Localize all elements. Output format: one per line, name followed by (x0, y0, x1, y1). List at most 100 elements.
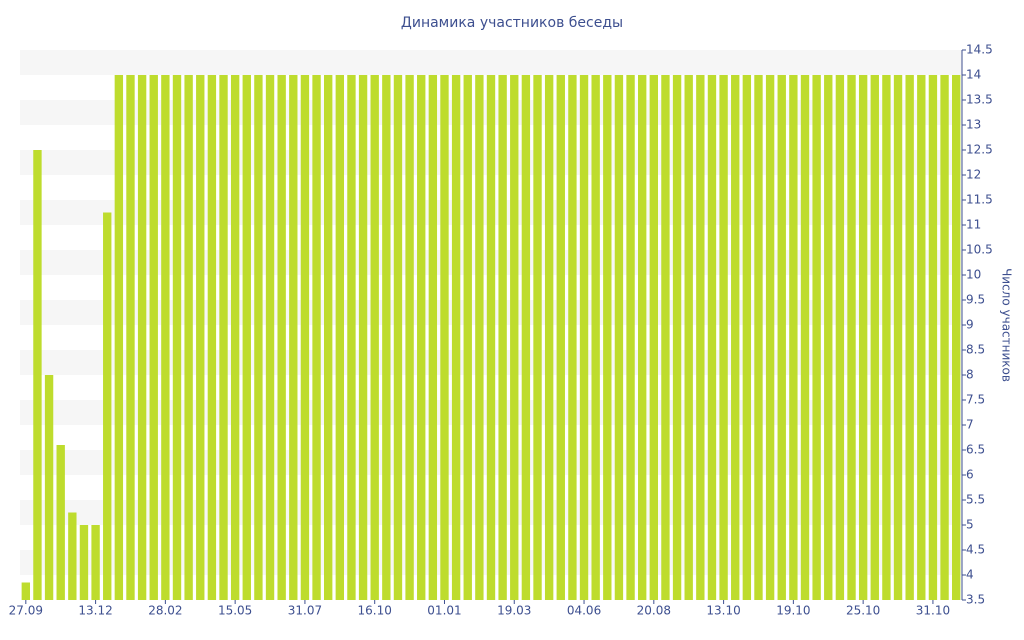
bar (68, 512, 77, 600)
bar (230, 75, 240, 600)
bar (824, 75, 833, 600)
chart-title: Динамика участников беседы (401, 15, 623, 31)
bar (440, 75, 449, 600)
y-tick-label: 6 (966, 468, 974, 482)
y-tick-label: 13.5 (966, 93, 993, 107)
bar (742, 75, 752, 600)
y-tick-label: 10 (966, 268, 981, 282)
y-tick-label: 12 (966, 168, 981, 182)
bar (556, 75, 565, 600)
bar (777, 75, 786, 600)
bar (451, 75, 461, 600)
bar (79, 525, 89, 600)
bar (800, 75, 810, 600)
bar (161, 75, 170, 600)
bar (765, 75, 775, 600)
x-tick-label: 25.10 (846, 604, 880, 618)
bar (300, 75, 310, 600)
bar (893, 75, 903, 600)
bar (289, 75, 298, 600)
bar (44, 375, 54, 600)
bar (103, 212, 112, 600)
bar (661, 75, 670, 600)
bar (544, 75, 554, 600)
bar (475, 75, 484, 600)
y-tick-label: 6.5 (966, 443, 985, 457)
x-tick-label: 19.10 (776, 604, 810, 618)
bar (626, 75, 635, 600)
bar (172, 75, 182, 600)
bar (417, 75, 426, 600)
bar (731, 75, 740, 600)
y-tick-label: 12.5 (966, 143, 993, 157)
bar (614, 75, 624, 600)
grid-band (20, 50, 962, 75)
bar (91, 525, 100, 600)
bar (603, 75, 612, 600)
bar (498, 75, 507, 600)
bar (591, 75, 600, 600)
bar (126, 75, 135, 600)
bar (358, 75, 368, 600)
bar (347, 75, 356, 600)
bar (672, 75, 682, 600)
bar (428, 75, 438, 600)
bar (382, 75, 391, 600)
bar (277, 75, 286, 600)
bar (812, 75, 821, 600)
bar (463, 75, 472, 600)
bar (21, 582, 31, 600)
x-tick-label: 13.12 (78, 604, 112, 618)
y-tick-label: 5 (966, 518, 974, 532)
x-tick-label: 16.10 (358, 604, 392, 618)
x-tick-label: 19.03 (497, 604, 531, 618)
bar (323, 75, 333, 600)
bar (568, 75, 577, 600)
bar (637, 75, 647, 600)
bar (184, 75, 193, 600)
bar (137, 75, 147, 600)
y-axis-label: Число участников (1000, 268, 1014, 382)
x-tick-label: 27.09 (9, 604, 43, 618)
bar (719, 75, 728, 600)
x-tick-label: 15.05 (218, 604, 252, 618)
bar (405, 75, 414, 600)
bar (335, 75, 345, 600)
bar (265, 75, 275, 600)
bar (696, 75, 705, 600)
x-tick-label: 20.08 (637, 604, 671, 618)
bar (114, 75, 124, 600)
y-tick-label: 3.5 (966, 593, 985, 607)
y-tick-label: 8 (966, 368, 974, 382)
bar (370, 75, 379, 600)
bar (254, 75, 263, 600)
bar (207, 75, 217, 600)
bar (951, 75, 961, 600)
y-tick-label: 7.5 (966, 393, 985, 407)
y-tick-label: 5.5 (966, 493, 985, 507)
bar (533, 75, 542, 600)
bar (149, 75, 158, 600)
x-tick-label: 31.10 (916, 604, 950, 618)
bar (684, 75, 693, 600)
bar (858, 75, 868, 600)
bar (393, 75, 403, 600)
bar (905, 75, 914, 600)
y-tick-label: 9 (966, 318, 974, 332)
bar (835, 75, 845, 600)
bar (486, 75, 496, 600)
bar (219, 75, 228, 600)
bar (917, 75, 926, 600)
x-tick-label: 01.01 (427, 604, 461, 618)
y-tick-label: 8.5 (966, 343, 985, 357)
bar (754, 75, 763, 600)
bar (312, 75, 321, 600)
y-tick-label: 4 (966, 568, 974, 582)
bar (649, 75, 659, 600)
bar (789, 75, 798, 600)
bar (870, 75, 879, 600)
y-tick-label: 4.5 (966, 543, 985, 557)
x-tick-label: 13.10 (706, 604, 740, 618)
bar (707, 75, 717, 600)
